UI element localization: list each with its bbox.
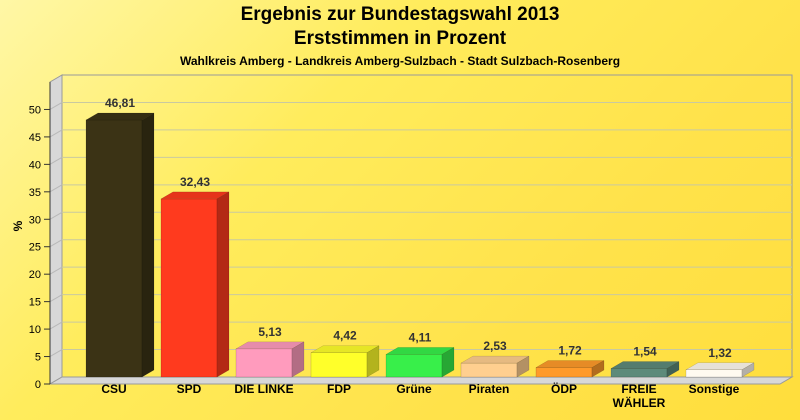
data-label: 32,43 (180, 175, 210, 189)
x-tick-label: FREIE WÄHLER (613, 382, 666, 410)
x-tick-label: DIE LINKE (234, 382, 293, 396)
bar (685, 369, 743, 378)
y-tick-label: 20 (29, 269, 41, 281)
bar (385, 354, 443, 378)
gridline-side (49, 321, 63, 330)
gridline-side (49, 294, 63, 303)
x-tick-label: CSU (101, 382, 126, 396)
bar-side (516, 355, 530, 378)
y-tick-label: 45 (29, 132, 41, 144)
bar-side (741, 362, 755, 378)
y-tick-label: 40 (29, 159, 41, 171)
bar-side (441, 346, 455, 378)
x-tick-label: FDP (327, 382, 351, 396)
gridline-side (49, 129, 63, 138)
bar-side (666, 361, 680, 378)
y-tick-label: 0 (35, 379, 41, 391)
bar (160, 198, 218, 378)
bar-side (141, 112, 155, 378)
bar (310, 352, 368, 378)
data-label: 4,42 (333, 329, 357, 343)
bar-side (591, 360, 605, 378)
side-wall (49, 74, 63, 385)
y-tick-label: 50 (29, 104, 41, 116)
floor (48, 376, 794, 385)
chart-subtitle: Erststimmen in Prozent (293, 28, 507, 49)
data-label: 5,13 (258, 325, 282, 339)
y-tick-label: 5 (35, 352, 41, 364)
x-tick-label: Piraten (469, 382, 510, 396)
y-tick-label: 10 (29, 324, 41, 336)
bar (460, 362, 518, 378)
gridline-side (49, 102, 63, 110)
bar (235, 348, 293, 378)
y-tick-label: 30 (29, 214, 41, 226)
y-axis-label: % (11, 220, 25, 231)
bar-side (216, 191, 230, 378)
y-tick-label: 35 (29, 187, 41, 199)
chart-caption: Wahlkreis Amberg - Landkreis Amberg-Sulz… (179, 54, 621, 68)
x-tick-label: Grüne (396, 382, 432, 396)
bar (85, 119, 143, 378)
bar-side (366, 345, 380, 378)
bar (535, 367, 593, 378)
gridline-side (49, 239, 63, 248)
x-tick-label: SPD (177, 382, 202, 396)
chart-title: Ergebnis zur Bundestagswahl 2013 (240, 4, 560, 25)
gridline-side (49, 266, 63, 275)
data-label: 1,32 (708, 346, 732, 360)
gridline-side (49, 184, 63, 193)
y-tick-label: 15 (29, 297, 41, 309)
gridline-side (49, 156, 63, 165)
x-tick-label: ÖDP (551, 381, 577, 396)
gridline-side (49, 211, 63, 220)
y-tick-label: 25 (29, 242, 41, 254)
x-tick-label: Sonstige (689, 382, 740, 396)
data-label: 4,11 (409, 330, 432, 344)
data-label: 2,53 (483, 339, 507, 353)
bar (610, 368, 668, 378)
data-label: 46,81 (105, 96, 135, 110)
gridline-side (49, 349, 63, 357)
bar-side (291, 341, 305, 378)
data-label: 1,72 (558, 344, 582, 358)
data-label: 1,54 (633, 345, 657, 359)
